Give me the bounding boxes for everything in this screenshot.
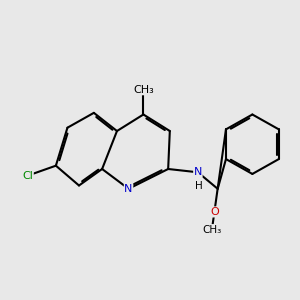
Text: N: N (194, 167, 202, 177)
Text: CH₃: CH₃ (202, 225, 222, 235)
Text: O: O (210, 207, 219, 217)
Text: CH₃: CH₃ (133, 85, 154, 95)
Text: N: N (124, 184, 133, 194)
Text: H: H (196, 181, 203, 191)
Text: Cl: Cl (22, 171, 33, 181)
